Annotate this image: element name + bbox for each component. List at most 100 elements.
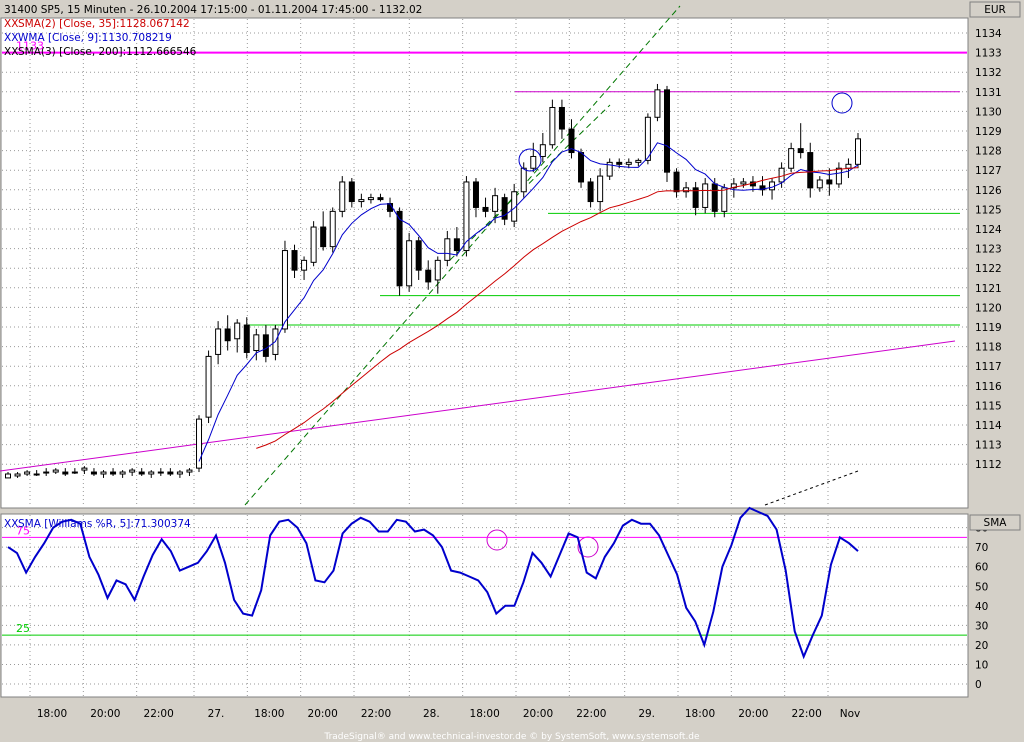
candle-body (33, 473, 40, 476)
candle (472, 178, 479, 218)
candle (243, 317, 250, 359)
x-tick-label: 22:00 (361, 708, 391, 720)
candle-body (148, 471, 155, 475)
candle (482, 197, 489, 218)
candle (71, 468, 78, 474)
x-tick-label: 22:00 (144, 708, 174, 720)
candle (348, 178, 355, 208)
candle (100, 470, 107, 478)
y-tick-label: 1119 (975, 322, 1002, 334)
candle-body (434, 259, 441, 281)
x-tick-label: 20:00 (90, 708, 120, 720)
candle (138, 468, 145, 476)
candle-body (520, 167, 527, 193)
wma-line (198, 142, 859, 462)
candle (816, 176, 823, 192)
candle (558, 99, 565, 139)
candle-body (635, 159, 642, 163)
time-axis: 18:00 20:00 22:00 27. 18:00 20:00 22:00 28. 18:0… (37, 708, 860, 720)
y-tick-label: 1114 (975, 420, 1002, 432)
candle (702, 178, 709, 214)
candle (797, 123, 804, 159)
candle-body (100, 471, 107, 475)
candle-body (329, 210, 336, 248)
y-tick-label: 1120 (975, 302, 1002, 314)
candle-body (778, 167, 785, 183)
candle (24, 470, 31, 476)
y-tick-label: 1128 (975, 146, 1002, 158)
chart-title: 31400 SP5, 15 Minuten - 26.10.2004 17:15… (4, 4, 422, 16)
candle-body (348, 181, 355, 203)
y-tick-label: 1131 (975, 87, 1002, 99)
y-tick-label: 20 (975, 640, 988, 652)
candle-body (597, 175, 604, 203)
candle-body (415, 240, 422, 271)
candle (5, 472, 11, 479)
main-panel (0, 17, 969, 509)
candle (205, 350, 212, 424)
candle-body (711, 183, 718, 212)
candle (463, 176, 470, 257)
candle-body (425, 269, 432, 283)
legend-wma-prefix: XX (4, 32, 18, 44)
circle-marker (486, 529, 508, 551)
candle (501, 193, 508, 226)
level-label: 25 (16, 622, 30, 635)
level-lines: 75 25 (2, 524, 967, 636)
level-label: 75 (16, 524, 30, 537)
y-tick-label: 1121 (975, 283, 1002, 295)
candle-body (138, 471, 145, 475)
candle-body (472, 181, 479, 208)
candle (90, 468, 97, 476)
y-tick-label: 30 (975, 620, 988, 632)
y-tick-label: 1130 (975, 106, 1002, 118)
y-tick-label: 1115 (975, 400, 1002, 412)
candle (167, 468, 174, 476)
legend-sma200-prefix: XX (4, 46, 18, 58)
x-tick-label: 18:00 (470, 708, 500, 720)
candle-body (167, 471, 174, 475)
candle (539, 132, 546, 163)
candle-body (90, 471, 97, 475)
x-tick-label: 18:00 (254, 708, 284, 720)
circle-marker (831, 92, 853, 114)
candle-body (339, 181, 346, 212)
x-tick-label: 27. (208, 708, 225, 720)
currency-label: EUR (984, 4, 1006, 16)
y-tick-label: 1129 (975, 126, 1002, 138)
x-tick-label: 20:00 (308, 708, 338, 720)
candle (855, 132, 861, 169)
candle (339, 176, 346, 218)
candle-body (855, 138, 861, 165)
candle-body (683, 187, 690, 193)
candle-body (482, 206, 489, 212)
candle (301, 256, 308, 280)
x-tick-label: 22:00 (792, 708, 822, 720)
candles (5, 83, 861, 479)
candle-body (205, 355, 212, 418)
candle (835, 162, 842, 188)
candle (406, 232, 413, 292)
candle (81, 466, 88, 474)
y-tick-label: 1118 (975, 342, 1002, 354)
price-axis: 1112 1113 1114 1115 1116 1117 1118 1119 1120 1121… (975, 28, 1002, 471)
candle (625, 158, 632, 169)
x-tick-label: 29. (638, 708, 655, 720)
candle (530, 142, 537, 173)
legend-sma35: SMA(2) [Close, 35]:1128.067142 (18, 18, 190, 30)
candle (43, 468, 50, 476)
candle-body (644, 116, 651, 161)
candle-body (291, 250, 298, 271)
candle-body (740, 181, 747, 185)
candle (492, 187, 499, 224)
candle (52, 468, 59, 474)
candle-body (549, 106, 556, 146)
candle (549, 99, 556, 149)
candle-body (807, 152, 814, 189)
candle-body (367, 197, 374, 201)
candle-body (310, 226, 317, 263)
candle (234, 319, 241, 353)
candle-body (358, 199, 365, 203)
candle (788, 142, 795, 173)
candle (730, 178, 737, 198)
